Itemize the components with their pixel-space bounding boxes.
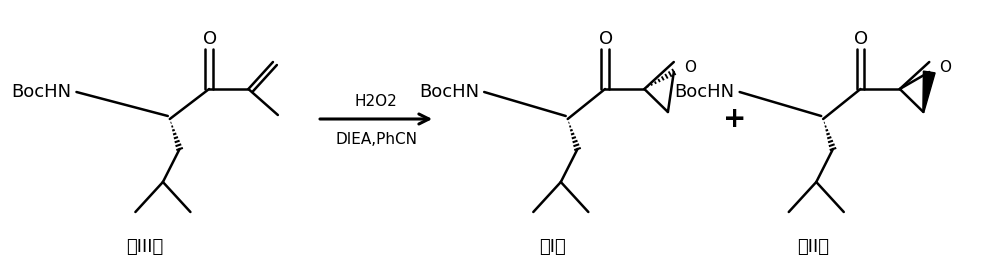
Text: H2O2: H2O2 bbox=[355, 95, 397, 109]
Text: BocHN: BocHN bbox=[11, 83, 72, 101]
Text: O: O bbox=[854, 30, 869, 48]
Polygon shape bbox=[923, 71, 935, 112]
Text: BocHN: BocHN bbox=[675, 83, 735, 101]
Text: O: O bbox=[684, 60, 696, 74]
Text: O: O bbox=[939, 60, 951, 74]
Text: （II）: （II） bbox=[797, 238, 829, 256]
Text: （III）: （III） bbox=[127, 238, 164, 256]
Text: +: + bbox=[723, 105, 746, 133]
Text: （I）: （I） bbox=[540, 238, 566, 256]
Text: O: O bbox=[203, 30, 217, 48]
Text: DIEA,PhCN: DIEA,PhCN bbox=[335, 132, 417, 147]
Text: BocHN: BocHN bbox=[419, 83, 479, 101]
Text: O: O bbox=[599, 30, 613, 48]
